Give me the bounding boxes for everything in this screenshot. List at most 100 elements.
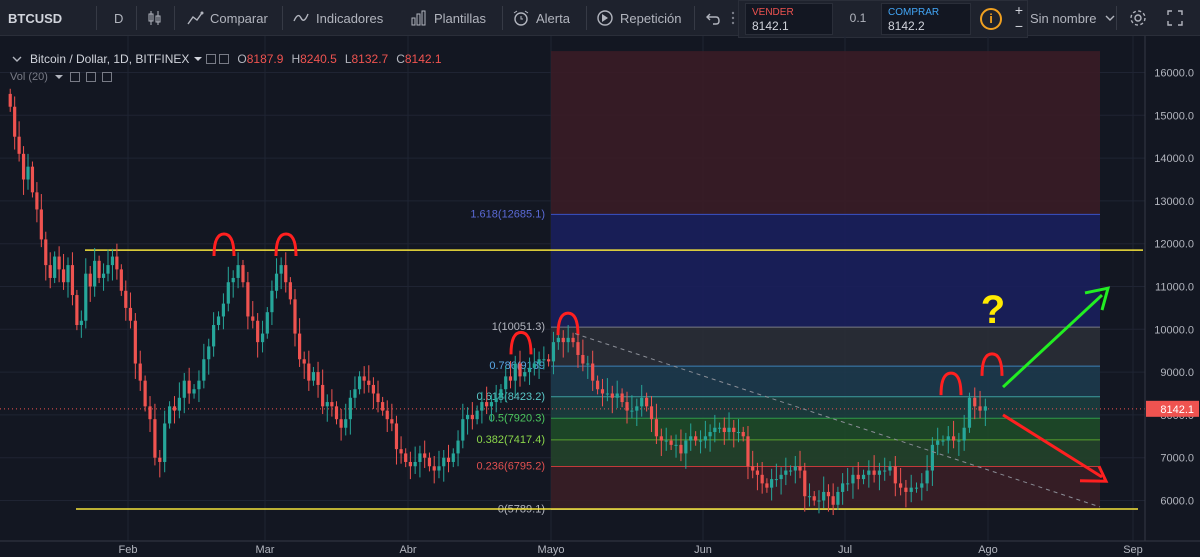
quantity-decrease-button[interactable]: − [1014, 18, 1024, 34]
candle-body [26, 166, 30, 180]
candle-body [532, 363, 536, 368]
symbol-legend: Bitcoin / Dollar, 1D, BITFINEX O 8187.9 H… [10, 51, 442, 67]
bullish-arrow [1001, 293, 1104, 389]
symbol-search-button[interactable]: BTCUSD [8, 10, 63, 26]
time-tick-label: Mar [256, 544, 275, 556]
candle-body [595, 380, 600, 390]
interval-button[interactable]: D [114, 10, 124, 26]
candle-body [44, 239, 48, 266]
candle-body [788, 470, 793, 472]
settings-icon[interactable] [219, 54, 230, 64]
candle-body [561, 337, 565, 343]
candle-body [53, 256, 57, 278]
info-icon[interactable]: i [980, 8, 1002, 30]
candle-body [399, 449, 403, 454]
candle-body [39, 209, 43, 240]
gear-icon [1130, 10, 1146, 26]
candle-body [851, 474, 855, 484]
eye-icon[interactable] [206, 54, 217, 64]
candle-body [485, 402, 489, 407]
candle-body [427, 457, 432, 467]
candle-body [674, 444, 678, 446]
candle-body [784, 470, 788, 475]
candle-body [708, 432, 712, 437]
candle-body [256, 320, 260, 343]
buy-label: COMPRAR [888, 7, 940, 18]
candle-body [615, 393, 619, 398]
candle-body [362, 376, 366, 381]
axes: 16000.0 15000.0 14000.0 13000.0 12000.0 11000… [0, 36, 1200, 557]
candle-body [654, 419, 659, 437]
chevron-down-icon[interactable] [10, 52, 24, 66]
chart-type-button[interactable] [146, 0, 170, 36]
fullscreen-button[interactable] [1166, 0, 1184, 36]
eye-icon[interactable] [70, 72, 81, 83]
divider [96, 6, 97, 30]
candle-body [537, 359, 541, 364]
candle-body [97, 260, 101, 278]
quantity-increase-button[interactable]: + [1014, 2, 1024, 18]
fib-zone [551, 418, 1100, 440]
caret-down-icon[interactable] [54, 72, 64, 82]
fib-zone [551, 327, 1100, 367]
candle-body [293, 299, 297, 334]
candle-body [260, 333, 265, 343]
horizontal-lines [0, 249, 1145, 510]
sell-button[interactable]: VENDER 8142.1 [745, 3, 833, 35]
candle-body [774, 479, 778, 481]
divider [502, 6, 503, 30]
candle-body [717, 427, 722, 429]
replay-button[interactable]: Repetición [596, 0, 681, 36]
candle-body [274, 273, 279, 291]
settings-button[interactable] [1128, 0, 1148, 36]
templates-label: Plantillas [434, 10, 487, 26]
candle-body [822, 491, 826, 501]
alert-button[interactable]: Alerta [512, 0, 570, 36]
indicators-button[interactable]: Indicadores [292, 0, 383, 36]
indicators-label: Indicadores [316, 10, 384, 26]
candle-body [404, 453, 408, 462]
candle-body [451, 453, 455, 462]
price-tick-label: 6000.0 [1160, 496, 1194, 508]
buy-button[interactable]: COMPRAR 8142.2 [881, 3, 971, 35]
close-icon[interactable] [102, 72, 113, 83]
candle-body [861, 474, 866, 480]
candle-body [101, 273, 106, 278]
time-tick-label: Abr [399, 544, 416, 556]
candle-body [390, 419, 394, 424]
quantity-input[interactable]: 0.1 [849, 11, 867, 25]
caret-down-icon[interactable] [193, 54, 203, 64]
candle-body [518, 363, 522, 377]
candle-body [527, 367, 532, 373]
candle-body [736, 432, 741, 434]
candle-body [489, 402, 494, 407]
candle-body [703, 436, 707, 441]
fib-level-label: 0.618(8423.2) [477, 391, 546, 403]
divider [174, 6, 175, 30]
candle-body [381, 402, 385, 411]
candle-body [841, 483, 845, 492]
undo-button[interactable] [704, 0, 728, 36]
candle-body [246, 282, 250, 317]
trade-panel-drag-handle[interactable] [730, 0, 736, 36]
candle-body [325, 402, 329, 407]
settings-icon[interactable] [86, 72, 97, 83]
resistance-arc [939, 371, 963, 396]
candle-body [856, 474, 860, 480]
bearish-arrowhead [1079, 465, 1109, 483]
candle-body [61, 269, 66, 283]
templates-button[interactable]: Plantillas [410, 0, 486, 36]
candle-body [216, 316, 221, 326]
resistance-arc [212, 232, 236, 256]
layout-name-dropdown[interactable]: Sin nombre [1030, 0, 1118, 36]
candle-body [128, 307, 133, 321]
replay-label: Repetición [620, 10, 682, 26]
candle-body [357, 376, 362, 390]
candle-body [566, 337, 570, 343]
candle-body [321, 384, 325, 407]
candle-body [172, 406, 177, 411]
compare-button[interactable]: Comparar [186, 0, 268, 36]
time-tick-label: Jul [838, 544, 852, 556]
candle-body [187, 380, 191, 394]
price-chart[interactable]: 1.618(12685.1) 1(10051.3) 0.786(9139 0.618(… [0, 36, 1200, 557]
